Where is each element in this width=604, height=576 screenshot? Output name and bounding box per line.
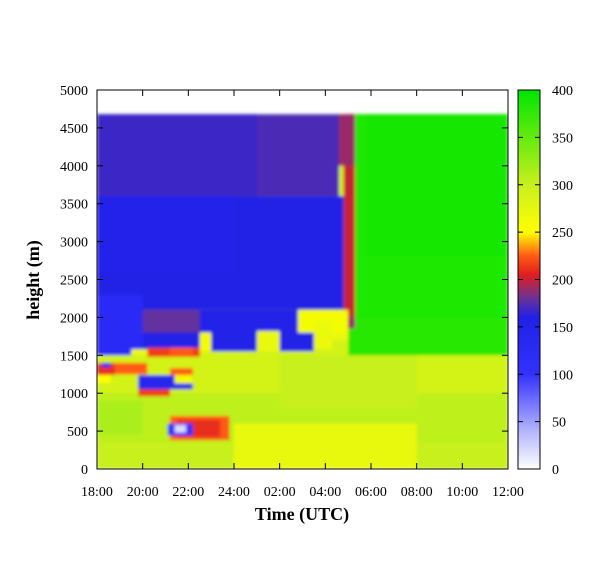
colorbar-tick-label: 150 — [552, 321, 573, 336]
x-axis: 18:00 20:00 22:00 24:00 02:00 04:00 06:00 08:00… — [81, 90, 524, 500]
heatmap-cell — [174, 375, 193, 384]
y-tick-label: 0 — [81, 463, 88, 478]
colorbar-tick-label: 250 — [552, 226, 573, 241]
heatmap-cell — [97, 114, 257, 197]
y-tick-label: 3500 — [60, 198, 88, 213]
heatmap-cell — [234, 423, 417, 469]
heatmap-cell — [343, 114, 356, 325]
heatmap-cell — [170, 347, 193, 356]
y-tick-label: 2500 — [60, 274, 88, 289]
heatmap-cell — [339, 114, 356, 166]
y-axis-title: height (m) — [23, 240, 44, 320]
heatmap-cell — [174, 425, 187, 433]
colorbar-tick-label: 50 — [552, 416, 566, 431]
colorbar-tick-label: 100 — [552, 368, 573, 383]
colorbar-ticks: 0 50 100 150 200 250 300 350 400 — [518, 84, 573, 478]
x-tick-label: 10:00 — [446, 485, 478, 500]
heatmap-cell — [110, 375, 125, 390]
heatmap-cell — [142, 309, 200, 333]
x-tick-label: 02:00 — [264, 485, 296, 500]
heatmap-cell — [131, 349, 148, 356]
x-tick-label: 04:00 — [309, 485, 341, 500]
x-tick-label: 24:00 — [218, 485, 250, 500]
heatmap-cell — [138, 389, 171, 397]
heatmap-cell — [101, 362, 111, 368]
heatmap-cell — [97, 400, 143, 435]
colorbar-tick-label: 350 — [552, 131, 573, 146]
colorbar-tick-label: 0 — [552, 463, 559, 478]
y-tick-label: 1500 — [60, 349, 88, 364]
y-tick-label: 4500 — [60, 122, 88, 137]
y-tick-label: 1000 — [60, 387, 88, 402]
heatmap-cell — [256, 331, 280, 352]
x-tick-label: 22:00 — [172, 485, 204, 500]
heatmap-cell — [115, 362, 148, 375]
x-tick-label: 06:00 — [355, 485, 387, 500]
y-axis: 0 500 1000 1500 2000 2500 3000 3500 4000 4500 5000 — [60, 84, 508, 478]
heatmap-cells — [97, 114, 508, 469]
heatmap-cell — [332, 332, 349, 341]
heatmap-cell — [366, 114, 508, 257]
y-tick-label: 5000 — [60, 84, 88, 99]
heatmap-cell — [97, 375, 111, 383]
x-tick-label: 08:00 — [401, 485, 433, 500]
heatmap-cell — [97, 362, 116, 376]
x-axis-title: Time (UTC) — [255, 504, 349, 525]
heatmap-cell — [199, 332, 212, 352]
heatmap-cell — [97, 196, 234, 272]
colorbar: 0 50 100 150 200 250 300 350 400 — [517, 84, 573, 478]
heatmap-cell — [313, 321, 333, 350]
heatmap-cell — [348, 317, 356, 329]
y-tick-label: 500 — [67, 425, 88, 440]
heatmap-cell — [170, 368, 193, 376]
heatmap-cell — [97, 294, 143, 356]
heatmap-cell — [279, 355, 417, 409]
colorbar-tick-label: 300 — [552, 179, 573, 194]
plot-area — [96, 89, 509, 470]
colorbar-tick-label: 200 — [552, 274, 573, 289]
y-tick-label: 4000 — [60, 160, 88, 175]
x-tick-label: 20:00 — [127, 485, 159, 500]
x-tick-label: 18:00 — [81, 485, 113, 500]
x-tick-label: 12:00 — [492, 485, 524, 500]
y-tick-label: 2000 — [60, 311, 88, 326]
y-tick-label: 3000 — [60, 236, 88, 251]
colorbar-tick-label: 400 — [552, 84, 573, 99]
